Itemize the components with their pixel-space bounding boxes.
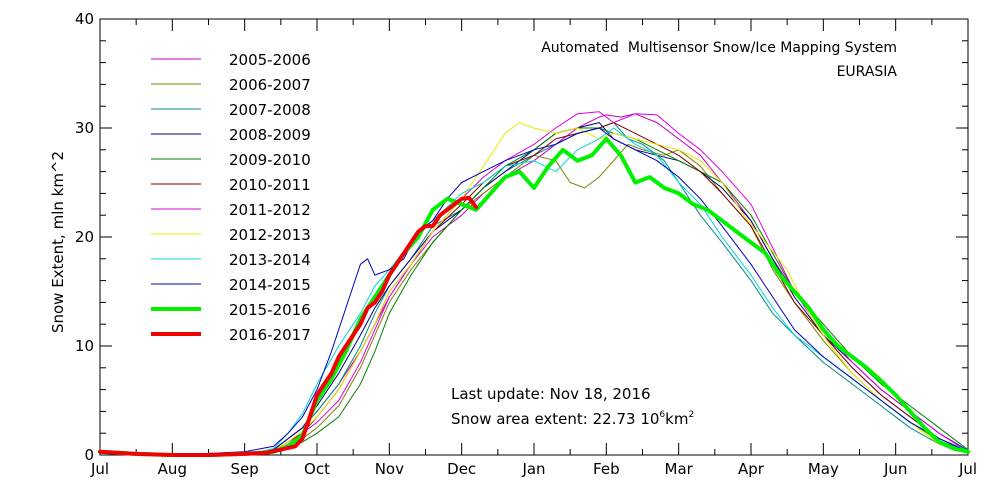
y-tick-label: 30 bbox=[75, 119, 94, 137]
legend: 2005-2006 2006-2007 2007-2008 2008-2009 2009… bbox=[151, 51, 311, 344]
x-axis-ticks: Jul Aug Sep Oct Nov Dec Jan Feb Mar Apr May Jun Jul bbox=[90, 19, 977, 478]
legend-label: 2007-2008 bbox=[229, 101, 311, 119]
x-tick-label: Oct bbox=[304, 460, 330, 478]
series-line-2010-2011 bbox=[99, 122, 969, 456]
x-tick-label: Feb bbox=[593, 460, 620, 478]
y-tick-label: 0 bbox=[84, 446, 94, 464]
legend-label: 2015-2016 bbox=[229, 301, 311, 319]
series-line-2015-2016 bbox=[98, 136, 970, 457]
legend-label: 2013-2014 bbox=[229, 251, 311, 269]
x-tick-label: Mar bbox=[665, 460, 694, 478]
legend-label: 2014-2015 bbox=[229, 276, 311, 294]
legend-label: 2010-2011 bbox=[229, 176, 311, 194]
x-tick-label: May bbox=[808, 460, 839, 478]
x-tick-label: Jan bbox=[521, 460, 545, 478]
legend-label: 2016-2017 bbox=[229, 326, 311, 344]
x-tick-label: Dec bbox=[447, 460, 476, 478]
legend-label: 2008-2009 bbox=[229, 126, 311, 144]
x-tick-label: Nov bbox=[375, 460, 404, 478]
x-tick-label: Apr bbox=[738, 460, 765, 478]
legend-label: 2011-2012 bbox=[229, 201, 311, 219]
x-tick-label: Jul bbox=[958, 460, 977, 478]
series-lines bbox=[98, 111, 970, 457]
y-axis-ticks: 0 10 20 30 40 bbox=[75, 10, 968, 464]
x-tick-label: Aug bbox=[158, 460, 187, 478]
y-tick-label: 20 bbox=[75, 228, 94, 246]
series-line-2014-2015 bbox=[99, 127, 969, 456]
series-line-2016-2017 bbox=[98, 195, 479, 457]
snow-area-unit: km bbox=[665, 410, 688, 428]
y-tick-label: 40 bbox=[75, 10, 94, 28]
series-line-2013-2014 bbox=[99, 127, 969, 456]
x-tick-label: Sep bbox=[231, 460, 259, 478]
chart-title: Automated Multisensor Snow/Ice Mapping S… bbox=[541, 40, 897, 56]
legend-label: 2005-2006 bbox=[229, 51, 311, 69]
snow-area-unit-exponent: 2 bbox=[688, 410, 694, 420]
legend-label: 2009-2010 bbox=[229, 151, 311, 169]
last-update-annotation: Last update: Nov 18, 2016 bbox=[451, 385, 651, 403]
snow-area-exponent: 6 bbox=[659, 410, 665, 420]
chart-subtitle: EURASIA bbox=[837, 64, 898, 80]
legend-label: 2012-2013 bbox=[229, 226, 311, 244]
y-tick-label: 10 bbox=[75, 337, 94, 355]
legend-label: 2006-2007 bbox=[229, 76, 311, 94]
y-axis-label: Snow Extent, mln km^2 bbox=[49, 151, 67, 333]
series-line-2012-2013 bbox=[99, 122, 969, 456]
x-tick-label: Jun bbox=[883, 460, 907, 478]
snow-area-annotation: Snow area extent: 22.73 106km2 bbox=[451, 410, 694, 428]
x-tick-label: Jul bbox=[90, 460, 109, 478]
snow-area-text: Snow area extent: 22.73 10 bbox=[451, 410, 659, 428]
